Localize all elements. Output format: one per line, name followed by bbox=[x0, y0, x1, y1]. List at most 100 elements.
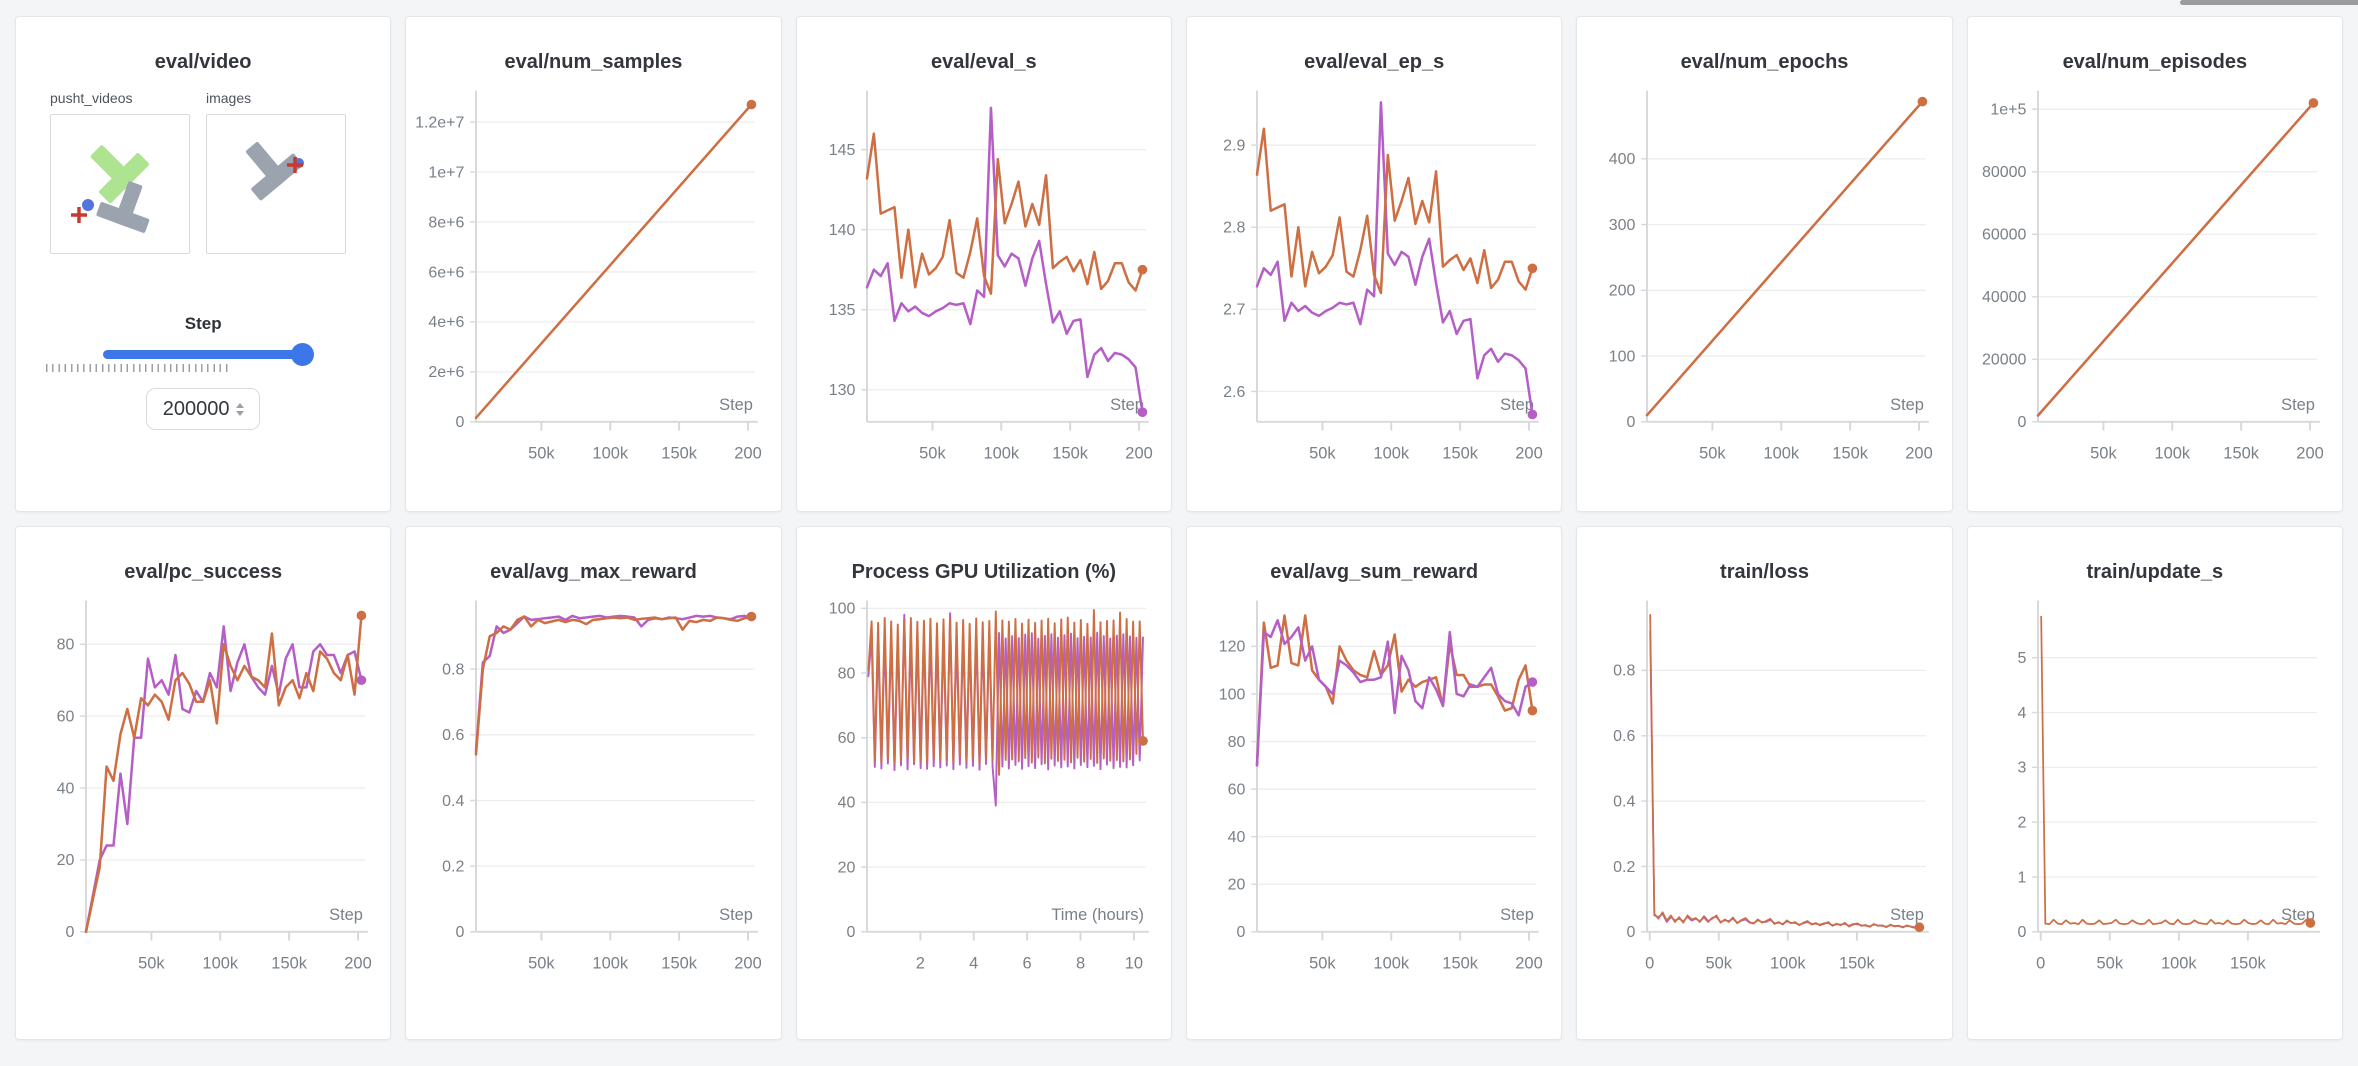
svg-text:Step: Step bbox=[1890, 396, 1924, 414]
svg-text:Step: Step bbox=[719, 396, 753, 414]
svg-text:200: 200 bbox=[1125, 445, 1152, 463]
run-orange-line bbox=[1255, 614, 1534, 767]
svg-text:200: 200 bbox=[735, 955, 762, 973]
step-slider[interactable] bbox=[103, 343, 315, 366]
svg-text:100k: 100k bbox=[1770, 955, 1806, 973]
svg-text:200: 200 bbox=[344, 955, 371, 973]
svg-text:150k: 150k bbox=[1442, 445, 1478, 463]
svg-text:2.8: 2.8 bbox=[1223, 220, 1245, 237]
step-value[interactable]: 200000 bbox=[162, 397, 230, 420]
svg-text:20: 20 bbox=[837, 859, 855, 876]
svg-text:120: 120 bbox=[1219, 639, 1246, 656]
svg-text:100: 100 bbox=[1219, 686, 1246, 703]
slider-track[interactable] bbox=[103, 343, 315, 366]
run-purple-line bbox=[867, 612, 1144, 807]
run-orange-line bbox=[84, 614, 363, 934]
run-orange-end-dot bbox=[356, 610, 367, 621]
svg-text:100k: 100k bbox=[593, 955, 629, 973]
svg-text:8: 8 bbox=[1076, 955, 1085, 973]
run-orange-line bbox=[1646, 100, 1924, 417]
svg-text:0: 0 bbox=[1645, 955, 1654, 973]
svg-text:Step: Step bbox=[719, 906, 753, 924]
run-orange-line bbox=[475, 103, 753, 420]
svg-text:140: 140 bbox=[828, 222, 855, 239]
svg-text:100k: 100k bbox=[2154, 445, 2190, 463]
slider-thumb[interactable] bbox=[291, 343, 315, 366]
svg-text:60: 60 bbox=[57, 708, 75, 725]
line-chart-eval-num-samples[interactable]: 0 2e+6 4e+6 6e+6 8e+6 1e+7 1.2e+7 50k 100k 150k 20… bbox=[414, 76, 772, 510]
panel-train-loss: train/loss 0 0.2 0.4 0.6 0.8 0 50k 100k 150k Step bbox=[1576, 526, 1953, 1040]
media-row: pusht_videos images bbox=[50, 90, 382, 254]
line-chart-eval-pc-success[interactable]: 0 20 40 60 80 50k 100k 150k 200 Step bbox=[24, 586, 382, 1020]
svg-text:50k: 50k bbox=[2096, 955, 2123, 973]
run-purple-end-dot bbox=[1137, 407, 1147, 418]
stepper-down-icon[interactable] bbox=[235, 410, 244, 416]
line-chart-train-loss[interactable]: 0 0.2 0.4 0.6 0.8 0 50k 100k 150k Step bbox=[1585, 586, 1943, 1020]
svg-text:50k: 50k bbox=[138, 955, 165, 973]
run-purple-end-dot bbox=[1527, 677, 1538, 687]
run-purple-line bbox=[865, 106, 1144, 414]
run-orange-line bbox=[2036, 101, 2315, 417]
svg-text:40: 40 bbox=[837, 795, 855, 812]
svg-text:2.9: 2.9 bbox=[1223, 137, 1245, 154]
svg-text:40: 40 bbox=[57, 780, 75, 797]
step-number-input[interactable]: 200000 bbox=[146, 388, 261, 430]
svg-text:150k: 150k bbox=[271, 955, 307, 973]
line-chart-eval-avg-max-reward[interactable]: 0 0.2 0.4 0.6 0.8 50k 100k 150k 200 Step bbox=[414, 586, 772, 1020]
svg-text:2: 2 bbox=[915, 955, 924, 973]
svg-text:100k: 100k bbox=[1764, 445, 1800, 463]
svg-text:Step: Step bbox=[1500, 906, 1534, 924]
svg-text:0: 0 bbox=[456, 924, 465, 941]
step-slider-label: Step bbox=[184, 314, 222, 333]
svg-text:Step: Step bbox=[329, 906, 363, 924]
number-stepper[interactable] bbox=[235, 402, 244, 416]
svg-text:150k: 150k bbox=[662, 955, 698, 973]
pusht-video-thumbnail[interactable] bbox=[50, 114, 190, 254]
svg-text:100: 100 bbox=[828, 601, 855, 618]
svg-text:50k: 50k bbox=[919, 445, 946, 463]
svg-text:100k: 100k bbox=[1373, 445, 1409, 463]
top-scrollbar[interactable] bbox=[2180, 0, 2358, 5]
line-chart-gpu-utilization[interactable]: 0 20 40 60 80 100 2 4 6 8 10 Time (hours) bbox=[805, 586, 1163, 1020]
svg-text:150k: 150k bbox=[2230, 955, 2266, 973]
svg-text:135: 135 bbox=[828, 302, 855, 319]
svg-text:200: 200 bbox=[1906, 445, 1933, 463]
svg-text:0.4: 0.4 bbox=[1613, 793, 1635, 810]
line-chart-eval-eval-s[interactable]: 130 135 140 145 50k 100k 150k 200 Step bbox=[805, 76, 1163, 510]
run-orange-end-dot bbox=[2305, 918, 2315, 928]
svg-text:0.6: 0.6 bbox=[442, 727, 464, 744]
svg-text:80: 80 bbox=[1228, 734, 1246, 751]
svg-text:0: 0 bbox=[65, 924, 74, 941]
line-chart-eval-eval-ep-s[interactable]: 2.6 2.7 2.8 2.9 50k 100k 150k 200 Step bbox=[1195, 76, 1553, 510]
line-chart-eval-avg-sum-reward[interactable]: 0 20 40 60 80 100 120 50k 100k 150k 200 Step bbox=[1195, 586, 1553, 1020]
svg-text:150k: 150k bbox=[1442, 955, 1478, 973]
target-cross-icon bbox=[287, 157, 303, 173]
green-t-shape bbox=[90, 145, 150, 204]
svg-text:0.4: 0.4 bbox=[442, 793, 464, 810]
line-chart-eval-num-epochs[interactable]: 0 100 200 300 400 50k 100k 150k 200 Step bbox=[1585, 76, 1943, 510]
svg-text:150k: 150k bbox=[662, 445, 698, 463]
panel-title: eval/avg_max_reward bbox=[490, 561, 697, 583]
svg-text:60: 60 bbox=[1228, 781, 1246, 798]
svg-text:200: 200 bbox=[735, 445, 762, 463]
svg-text:4: 4 bbox=[2017, 705, 2026, 722]
stepper-up-icon[interactable] bbox=[235, 402, 244, 408]
images-thumbnail[interactable] bbox=[206, 114, 346, 254]
panel-eval-num-samples: eval/num_samples 0 2e+6 4e+6 6e+6 8e+6 1e+7 1.… bbox=[405, 16, 782, 512]
svg-text:150k: 150k bbox=[1833, 445, 1869, 463]
svg-text:3: 3 bbox=[2017, 760, 2026, 777]
svg-text:20000: 20000 bbox=[1982, 352, 2027, 369]
panel-train-update-s: train/update_s 0 1 2 3 4 5 0 50k 100k 150k Step bbox=[1966, 526, 2343, 1040]
svg-text:60: 60 bbox=[837, 730, 855, 747]
media-label: pusht_videos bbox=[50, 90, 133, 106]
run-orange-end-dot bbox=[746, 611, 757, 622]
line-chart-eval-num-episodes[interactable]: 0 20000 40000 60000 80000 1e+5 50k 100k 150k 200 S… bbox=[1976, 76, 2334, 510]
slider-tick-ruler bbox=[46, 364, 232, 372]
svg-text:0: 0 bbox=[456, 414, 465, 431]
svg-text:200: 200 bbox=[1515, 445, 1542, 463]
svg-text:2.7: 2.7 bbox=[1223, 302, 1245, 319]
run-orange-line bbox=[865, 132, 1144, 295]
svg-text:80: 80 bbox=[57, 637, 75, 654]
svg-text:200: 200 bbox=[1609, 283, 1636, 300]
